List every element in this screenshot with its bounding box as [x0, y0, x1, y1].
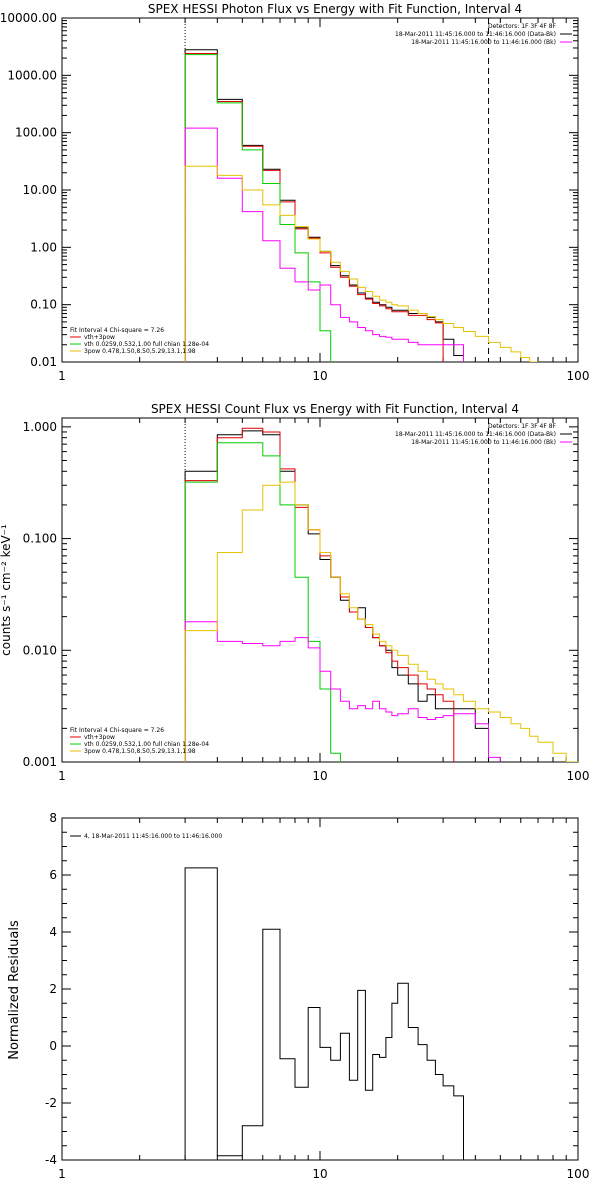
y-axis-label: counts s⁻¹ cm⁻² keV⁻¹	[0, 524, 13, 656]
legend-text: Detectors: 1F 3F 4F 8F	[488, 23, 557, 30]
series-line	[184, 165, 539, 362]
y-tick-label: 4	[49, 925, 57, 939]
legend-text: vth+3pow	[84, 734, 115, 741]
series-line	[184, 54, 332, 362]
legend-text: 18-Mar-2011 11:45:16.000 to 11:46:16.000…	[411, 39, 556, 46]
series-line	[184, 430, 501, 762]
series-line	[184, 49, 464, 362]
series-line	[184, 127, 464, 362]
residuals-panel: Normalized Residuals 1 10 100 -4 -2 0 2 4 6 8 4, 1…	[7, 811, 589, 1181]
y-tick-label: 1000.00	[7, 68, 57, 82]
photon-flux-panel: SPEX HESSI Photon Flux vs Energy with Fi…	[0, 2, 590, 383]
series-line	[184, 427, 455, 762]
legend-text: 18-Mar-2011 11:45:16.000 to 11:46:16.000…	[411, 439, 556, 446]
panel-title: SPEX HESSI Photon Flux vs Energy with Fi…	[148, 2, 522, 16]
x-tick-label: 10	[312, 1167, 327, 1181]
y-axis-label: Normalized Residuals	[7, 920, 22, 1060]
y-tick-label: 2	[49, 982, 57, 996]
legend-text: 4, 18-Mar-2011 11:45:16.000 to 11:46:16.…	[84, 833, 222, 840]
legend-text: Detectors: 1F 3F 4F 8F	[488, 423, 557, 430]
y-tick-label: 100.00	[15, 126, 57, 140]
x-tick-label: 100	[567, 1167, 590, 1181]
x-tick-label: 1	[58, 1167, 66, 1181]
x-tick-label: 10	[312, 369, 327, 383]
legend-text: vth 0.0259,0.532,1.00 full chian 1.28e-0…	[84, 741, 209, 748]
panel-title: SPEX HESSI Count Flux vs Energy with Fit…	[151, 402, 519, 416]
y-tick-label: -4	[45, 1153, 57, 1167]
y-tick-label: 10000.00	[0, 11, 57, 25]
count-flux-panel: SPEX HESSI Count Flux vs Energy with Fit…	[0, 402, 590, 783]
x-tick-label: 100	[567, 369, 590, 383]
series-line	[184, 481, 578, 762]
x-tick-label: 10	[312, 769, 327, 783]
y-tick-label: 8	[49, 811, 57, 825]
series-line	[184, 867, 464, 1160]
legend-text: 3pow 0.478,1.50,8.50,5.29,13.1,1.98	[84, 748, 196, 755]
y-tick-label: 6	[49, 868, 57, 882]
y-tick-label: 0	[49, 1039, 57, 1053]
series-line	[184, 621, 501, 762]
legend-text: Fit Interval 4 Chi-square = 7.26	[70, 327, 164, 334]
legend-text: 3pow 0.478,1.50,8.50,5.29,13.1,1.98	[84, 348, 196, 355]
legend-text: vth 0.0259,0.532,1.00 full chian 1.28e-0…	[84, 341, 209, 348]
y-tick-label: 1.00	[30, 240, 57, 254]
y-tick-label: -2	[45, 1096, 57, 1110]
y-tick-label: 1.000	[23, 420, 57, 434]
plot-frame	[61, 817, 579, 1161]
legend-text: vth+3pow	[84, 334, 115, 341]
y-tick-label: 0.001	[23, 755, 57, 769]
y-tick-label: 0.100	[23, 532, 57, 546]
x-tick-label: 1	[58, 769, 66, 783]
y-tick-label: 0.010	[23, 643, 57, 657]
x-tick-label: 100	[567, 769, 590, 783]
plot-frame	[61, 417, 579, 763]
y-tick-label: 10.00	[23, 183, 57, 197]
legend-text: 18-Mar-2011 11:45:16.000 to 11:46:16.000…	[395, 31, 556, 38]
x-tick-label: 1	[58, 369, 66, 383]
legend-text: 18-Mar-2011 11:45:16.000 to 11:46:16.000…	[395, 431, 556, 438]
legend-text: Fit Interval 4 Chi-square = 7.26	[70, 727, 164, 734]
y-tick-label: 0.01	[30, 355, 57, 369]
y-tick-label: 0.10	[30, 298, 57, 312]
series-line	[184, 53, 444, 362]
